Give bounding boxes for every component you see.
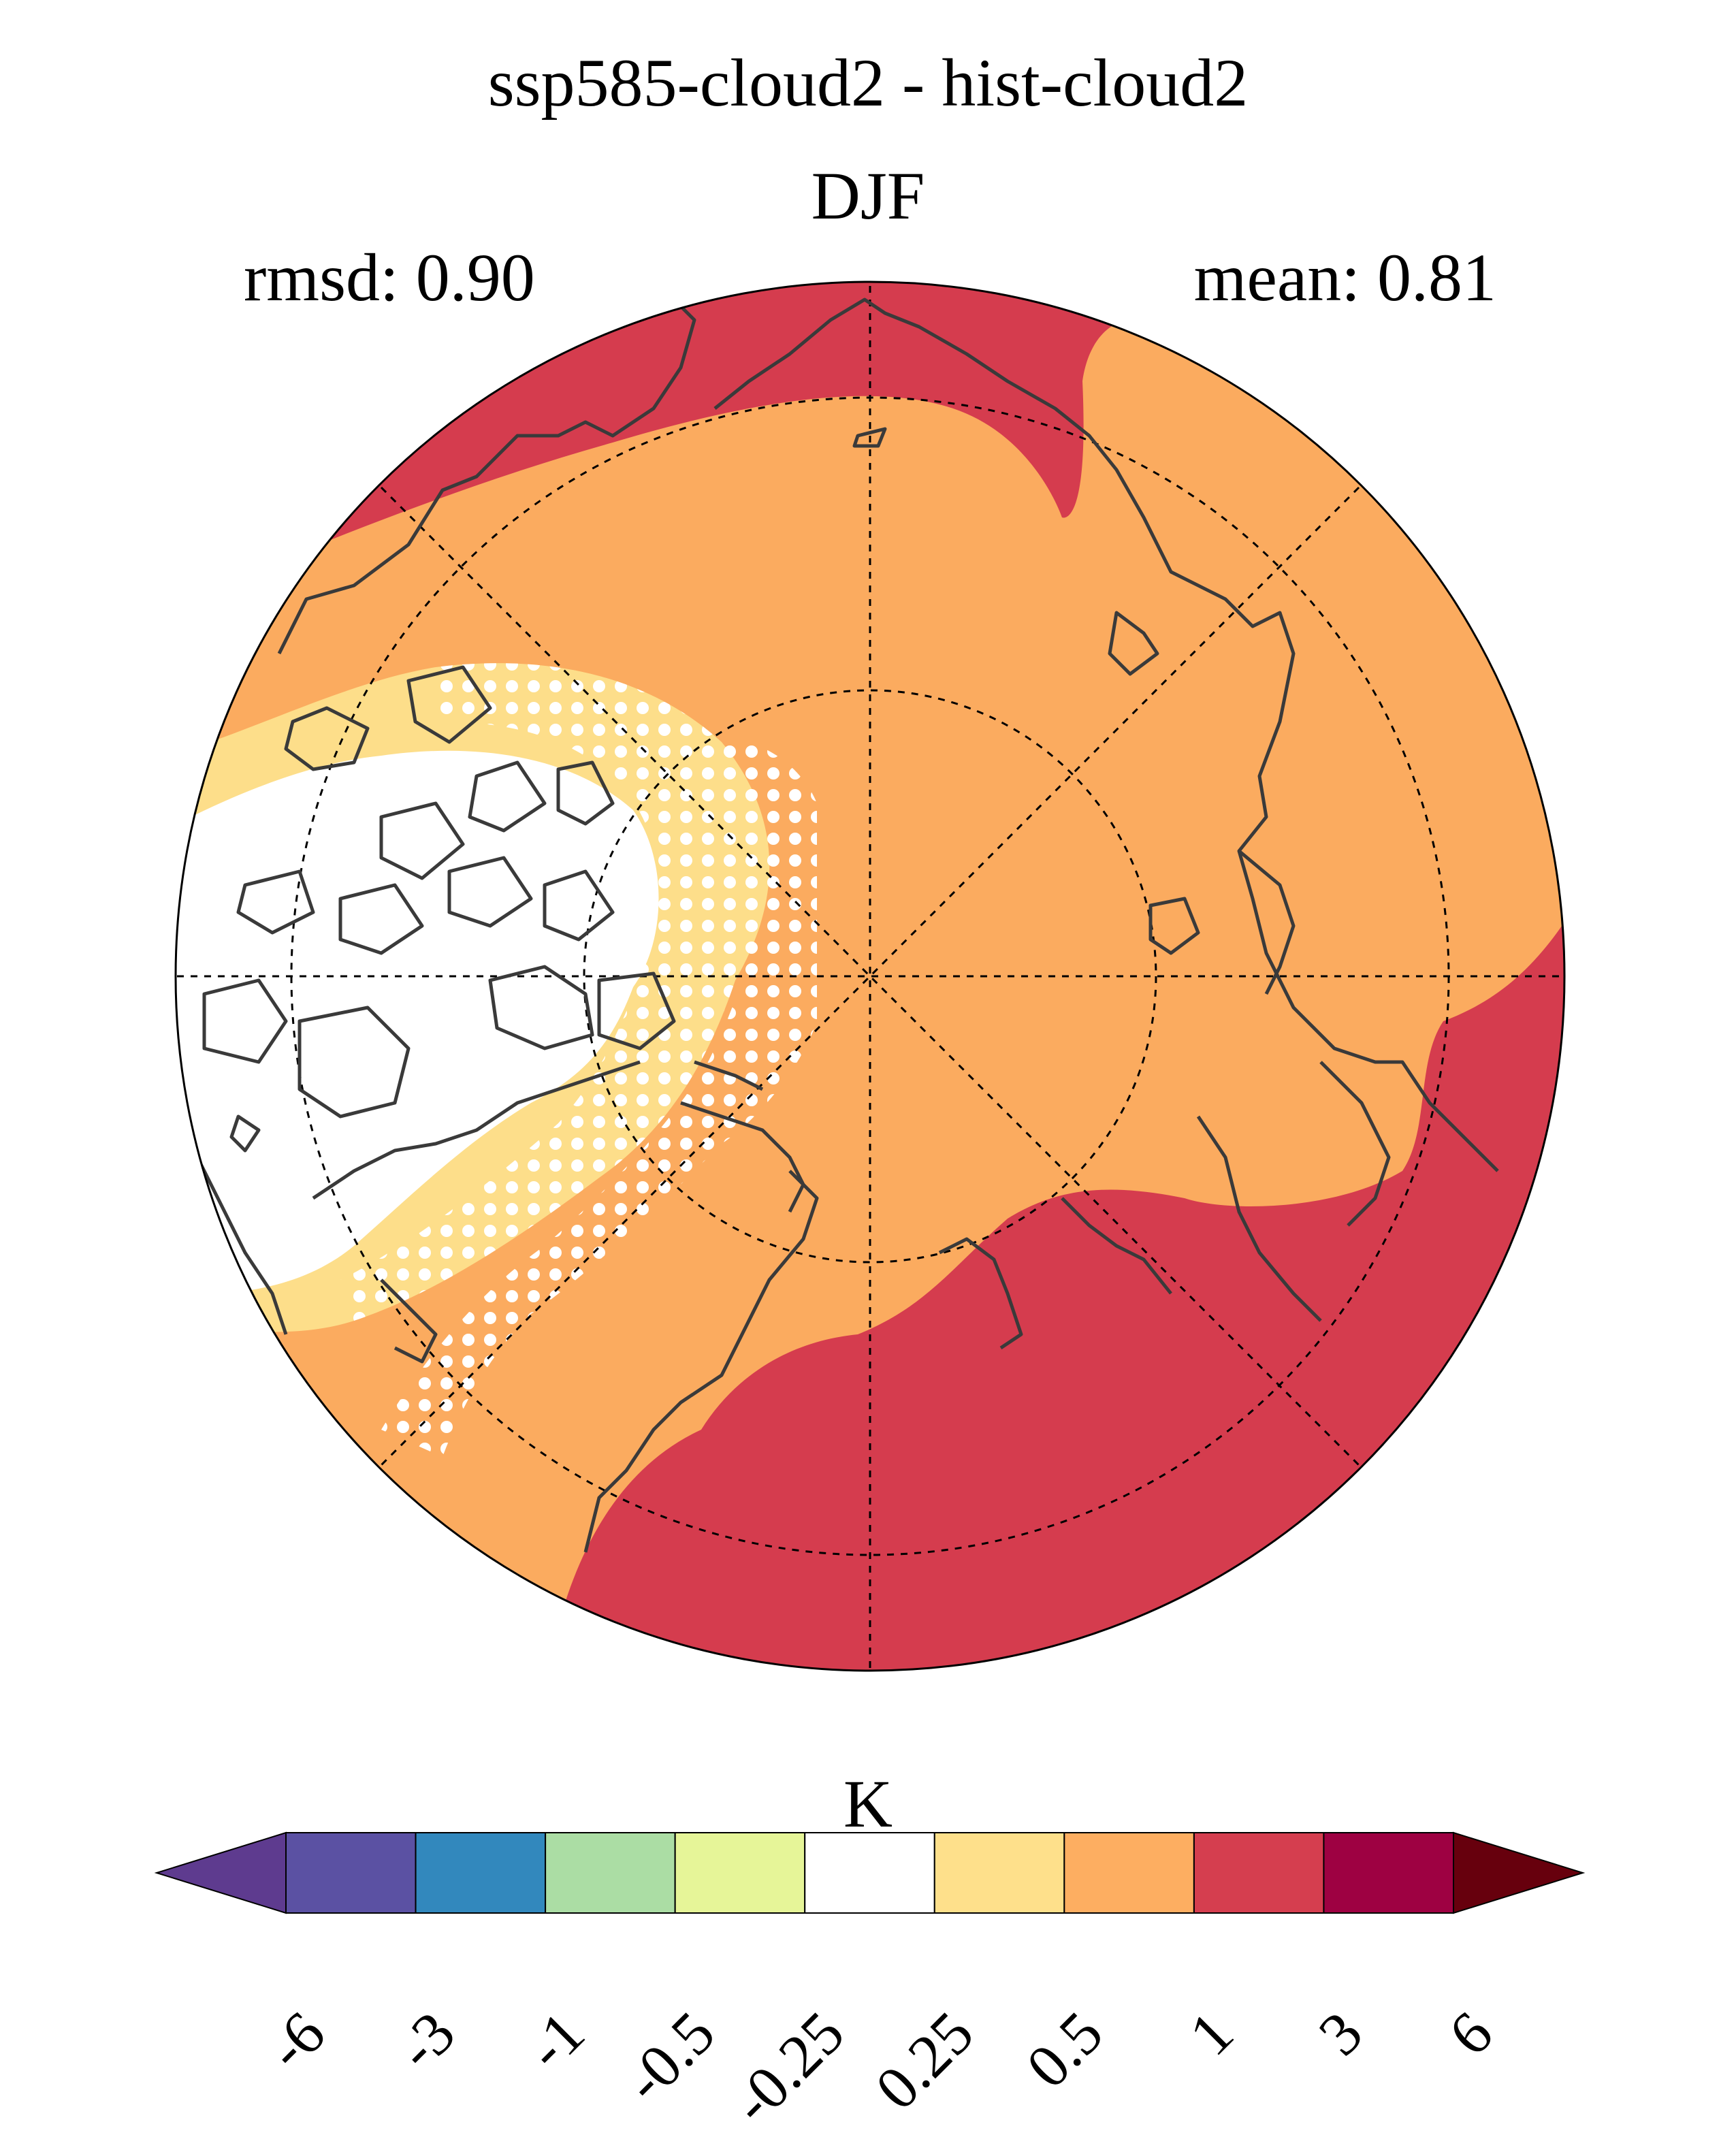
map-title: ssp585-cloud2 - hist-cloud2 bbox=[487, 45, 1249, 120]
colorbar-segment bbox=[415, 1832, 547, 1914]
colorbar-segment bbox=[1323, 1832, 1455, 1914]
season-label: DJF bbox=[811, 158, 925, 234]
colorbar-segment bbox=[545, 1832, 676, 1914]
colorbar-tick-label: -1 bbox=[513, 1999, 598, 2083]
colorbar-segment bbox=[1193, 1832, 1325, 1914]
colorbar-tick-label: -0.5 bbox=[611, 1999, 728, 2116]
polar-map bbox=[174, 280, 1566, 1672]
stippling-orange bbox=[381, 741, 817, 1457]
white-region bbox=[176, 750, 659, 1294]
coastlines bbox=[189, 291, 1499, 1553]
colorbar-segment bbox=[674, 1832, 806, 1914]
graticule bbox=[176, 282, 1564, 1671]
stippling-band bbox=[340, 663, 770, 1321]
colorbar-segment bbox=[1063, 1832, 1195, 1914]
colorbar-tick-label: 0.25 bbox=[863, 1999, 986, 2123]
colorbar-tick-label: -6 bbox=[254, 1999, 338, 2083]
colorbar-tick-label: -0.25 bbox=[719, 1999, 858, 2137]
colorbar-segment bbox=[804, 1832, 935, 1914]
map-boundary bbox=[174, 280, 1566, 1672]
mean-label: mean: 0.81 bbox=[1193, 240, 1496, 315]
colorbar-tick-label: -3 bbox=[383, 1999, 468, 2083]
colorbar-tick-label: 0.5 bbox=[1014, 1999, 1116, 2102]
colorbar-segment bbox=[285, 1832, 417, 1914]
colorbar bbox=[154, 1831, 1586, 1914]
rmsd-label: rmsd: 0.90 bbox=[244, 240, 535, 315]
colorbar-segment bbox=[933, 1832, 1065, 1914]
colorbar-extend-low bbox=[154, 1831, 287, 1914]
colorbar-unit: K bbox=[843, 1766, 893, 1842]
colorbar-tick-label: 1 bbox=[1176, 1999, 1247, 2069]
colorbar-extend-high bbox=[1453, 1831, 1586, 1914]
colorbar-tick-label: 6 bbox=[1436, 1999, 1506, 2069]
colorbar-tick-label: 3 bbox=[1306, 1999, 1376, 2069]
